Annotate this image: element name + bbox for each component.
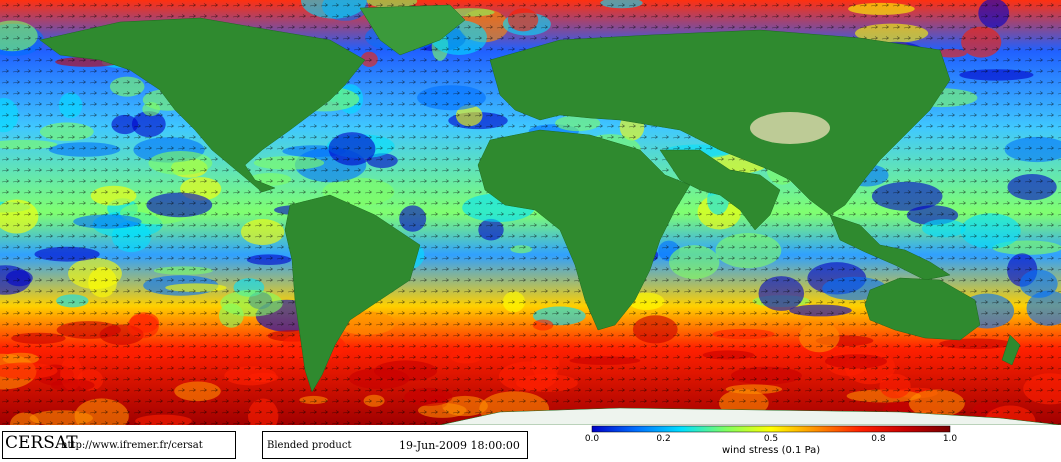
europe-asia — [489, 29, 951, 216]
product-box: Blended product 19-Jun-2009 18:00:00 — [262, 431, 528, 459]
colorbar — [591, 425, 951, 433]
south-america — [284, 194, 421, 393]
tibetan-plateau — [750, 112, 830, 144]
north-america — [39, 17, 366, 193]
continents — [39, 4, 1061, 426]
africa — [477, 129, 691, 331]
cersat-logo: CERSAT — [5, 433, 78, 453]
colorbar-tick-label: 0.0 — [585, 434, 600, 444]
colorbar-tick-label: 0.8 — [871, 434, 886, 444]
product-label: Blended product — [267, 440, 352, 451]
colorbar-ticks: 0.0 0.2 0.5 0.8 1.0 — [585, 434, 958, 444]
colorbar-tick-label: 0.5 — [764, 434, 778, 444]
colorbar-tick-label: 0.2 — [656, 434, 670, 444]
new-zealand — [1001, 334, 1021, 366]
colorbar-tick-label: 1.0 — [943, 434, 958, 444]
southeast-asia — [829, 214, 951, 281]
product-datetime: 19-Jun-2009 18:00:00 — [399, 439, 520, 452]
greenland — [359, 4, 466, 56]
colorbar-label: wind stress (0.1 Pa) — [722, 445, 821, 456]
logo-box: CERSAT http://www.ifremer.fr/cersat — [2, 431, 236, 459]
australia — [864, 277, 981, 341]
arabia-india — [659, 149, 781, 231]
cersat-url[interactable]: http://www.ifremer.fr/cersat — [61, 440, 203, 451]
antarctica — [439, 407, 1061, 426]
